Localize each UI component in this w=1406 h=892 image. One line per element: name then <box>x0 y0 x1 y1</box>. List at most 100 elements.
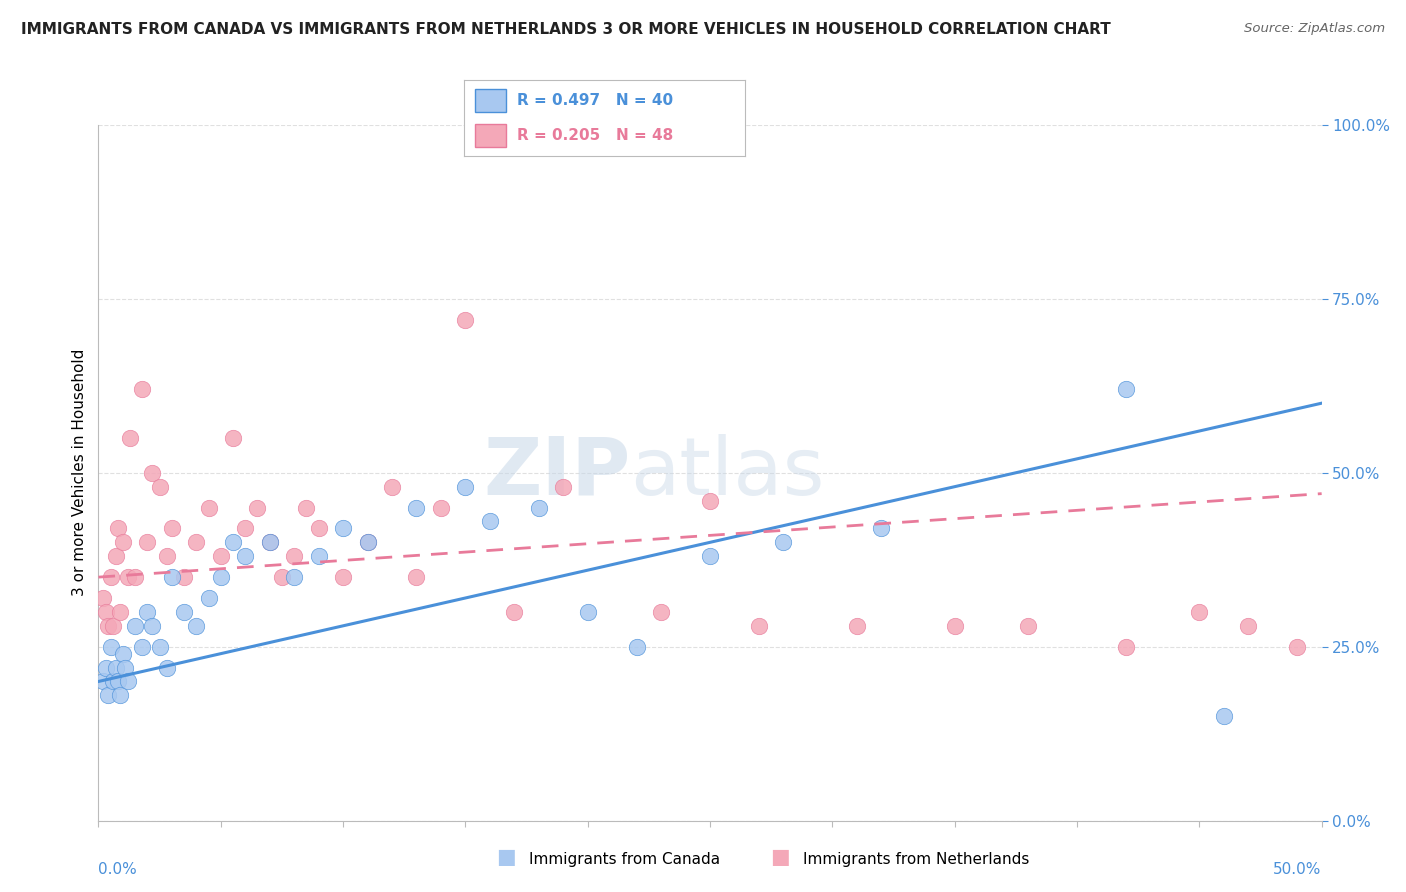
Point <box>173 570 195 584</box>
Point <box>943 619 966 633</box>
Point <box>111 647 134 661</box>
Point <box>131 382 153 396</box>
Point <box>1115 382 1137 396</box>
Point <box>156 549 179 564</box>
Point <box>454 312 477 326</box>
Point <box>650 605 672 619</box>
Point <box>233 549 256 564</box>
Point <box>149 640 172 654</box>
Point <box>503 605 526 619</box>
Text: IMMIGRANTS FROM CANADA VS IMMIGRANTS FROM NETHERLANDS 3 OR MORE VEHICLES IN HOUS: IMMIGRANTS FROM CANADA VS IMMIGRANTS FRO… <box>21 22 1111 37</box>
Point <box>1017 619 1039 633</box>
Point <box>117 570 139 584</box>
Point <box>120 431 142 445</box>
Point <box>100 570 122 584</box>
Point <box>222 431 245 445</box>
Point <box>553 480 575 494</box>
Point <box>160 570 183 584</box>
Text: R = 0.205   N = 48: R = 0.205 N = 48 <box>517 128 673 143</box>
Point <box>246 500 269 515</box>
Point <box>283 549 305 564</box>
Point <box>259 535 281 549</box>
Point <box>101 674 124 689</box>
Text: atlas: atlas <box>630 434 825 512</box>
Point <box>110 689 132 703</box>
Point <box>136 605 159 619</box>
Point <box>576 605 599 619</box>
Point <box>136 535 159 549</box>
Point <box>173 605 195 619</box>
Point <box>197 500 219 515</box>
Point <box>295 500 318 515</box>
Text: ZIP: ZIP <box>484 434 630 512</box>
Text: Immigrants from Netherlands: Immigrants from Netherlands <box>803 852 1029 867</box>
Point <box>283 570 305 584</box>
Point <box>356 535 378 549</box>
Point <box>1115 640 1137 654</box>
Text: Source: ZipAtlas.com: Source: ZipAtlas.com <box>1244 22 1385 36</box>
Point <box>117 674 139 689</box>
Point <box>1188 605 1211 619</box>
Point <box>259 535 281 549</box>
FancyBboxPatch shape <box>475 89 506 112</box>
Point <box>160 521 183 535</box>
Point <box>209 549 232 564</box>
Point <box>1212 709 1234 723</box>
Point <box>626 640 648 654</box>
Point <box>308 521 330 535</box>
Point <box>114 660 136 674</box>
Point <box>270 570 294 584</box>
Text: R = 0.497   N = 40: R = 0.497 N = 40 <box>517 94 673 108</box>
Point <box>197 591 219 605</box>
Point <box>405 570 427 584</box>
Point <box>1286 640 1309 654</box>
Point <box>332 570 354 584</box>
Text: Immigrants from Canada: Immigrants from Canada <box>529 852 720 867</box>
Point <box>478 515 501 529</box>
Point <box>97 689 120 703</box>
Point <box>94 605 117 619</box>
Point <box>104 549 127 564</box>
Point <box>107 521 129 535</box>
Point <box>186 619 208 633</box>
Point <box>308 549 330 564</box>
Point <box>131 640 153 654</box>
Y-axis label: 3 or more Vehicles in Household: 3 or more Vehicles in Household <box>72 349 87 597</box>
Point <box>124 619 146 633</box>
Point <box>94 660 117 674</box>
Point <box>332 521 354 535</box>
Point <box>111 535 134 549</box>
Point <box>356 535 378 549</box>
Point <box>430 500 453 515</box>
Point <box>845 619 868 633</box>
Point <box>156 660 179 674</box>
Point <box>454 480 477 494</box>
Point <box>772 535 794 549</box>
Text: ■: ■ <box>496 847 516 867</box>
Point <box>101 619 124 633</box>
Point <box>97 619 120 633</box>
Point <box>699 493 721 508</box>
Point <box>186 535 208 549</box>
Point <box>124 570 146 584</box>
Point <box>149 480 172 494</box>
Point <box>870 521 893 535</box>
Point <box>110 605 132 619</box>
Point <box>699 549 721 564</box>
Point <box>222 535 245 549</box>
Point <box>209 570 232 584</box>
Point <box>381 480 404 494</box>
Point <box>141 466 163 480</box>
Text: ■: ■ <box>770 847 790 867</box>
Point <box>104 660 127 674</box>
Point <box>405 500 427 515</box>
Text: 0.0%: 0.0% <box>98 863 138 878</box>
Point <box>141 619 163 633</box>
Point <box>91 674 114 689</box>
Point <box>100 640 122 654</box>
Point <box>107 674 129 689</box>
Point <box>1237 619 1260 633</box>
Point <box>233 521 256 535</box>
Point <box>91 591 114 605</box>
Point <box>527 500 550 515</box>
